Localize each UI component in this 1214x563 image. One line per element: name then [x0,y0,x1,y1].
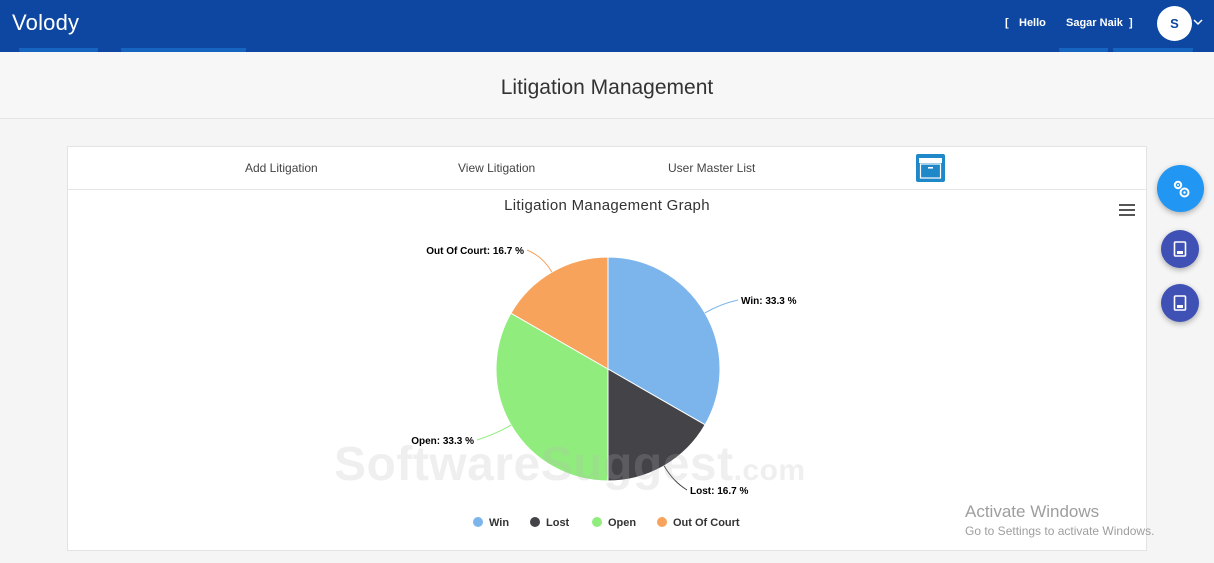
data-label-connector [476,424,512,441]
legend-item-open[interactable]: Open [592,517,636,529]
user-master-list-link[interactable]: User Master List [668,161,756,175]
header-tab-stub [19,48,98,53]
watermark-suffix: .com [733,454,806,487]
legend-label: Out Of Court [673,517,740,529]
main-card: Add Litigation View Litigation User Mast… [67,146,1147,551]
greeting-hello: Hello [1019,17,1046,29]
data-label-win: Win: 33.3 % [741,296,797,307]
activate-windows-subtitle: Go to Settings to activate Windows. [965,524,1155,538]
chart-menu-icon[interactable] [1119,203,1135,217]
archive-icon [919,158,942,179]
brand-logo[interactable]: Volody [12,10,80,35]
activate-windows-notice: Activate Windows Go to Settings to activ… [965,502,1154,538]
settings-fab[interactable] [1157,165,1204,212]
data-label-lost: Lost: 16.7 % [690,486,748,497]
view-litigation-link[interactable]: View Litigation [458,161,536,175]
legend-swatch [473,517,483,527]
pie-slice-open[interactable] [495,312,609,482]
data-label-out-of-court: Out Of Court: 16.7 % [426,246,524,257]
activate-windows-title: Activate Windows [965,502,1100,521]
archive-button[interactable] [916,154,945,182]
data-label-connector [704,299,739,314]
legend-swatch [592,517,602,527]
chevron-down-icon[interactable] [1193,17,1203,27]
legend-label: Lost [546,517,570,529]
title-band [0,52,1214,119]
legend-swatch [530,517,540,527]
data-label-open: Open: 33.3 % [411,436,474,447]
header-tab-stub [1113,48,1193,53]
document-icon [1173,241,1187,257]
top-bar: Volody [ Hello Sagar Naik ] S [0,0,1214,53]
greeting-bracket-close: ] [1129,17,1133,29]
litigation-nav: Add Litigation View Litigation User Mast… [68,147,1146,190]
page-title: Litigation Management [500,76,714,99]
document-fab-1[interactable] [1161,230,1199,268]
data-label-connector [663,465,688,491]
legend-item-win[interactable]: Win [473,517,509,529]
document-fab-2[interactable] [1161,284,1199,322]
add-litigation-link[interactable]: Add Litigation [245,161,318,175]
watermark: SoftwareSuggest.com [334,437,806,492]
user-avatar[interactable]: S [1157,6,1192,41]
gears-icon [1173,180,1189,197]
legend-label: Open [608,517,636,529]
legend-item-lost[interactable]: Lost [530,517,570,529]
chart-title: Litigation Management Graph [504,197,710,214]
legend-item-out-of-court[interactable]: Out Of Court [657,517,740,529]
greeting-bracket-open: [ [1005,17,1009,29]
header-tab-stub [121,48,246,53]
legend-label: Win [489,517,509,529]
pie-slice-win[interactable] [607,256,721,426]
document-icon [1173,295,1187,311]
user-name: Sagar Naik [1066,17,1123,29]
watermark-main: SoftwareSuggest [334,438,734,491]
header-tab-stub [1059,48,1108,53]
pie-chart: Win: 33.3 % Lost: 16.7 % Open: 33.3 % Out O… [411,246,797,529]
data-label-connector [526,249,553,273]
legend-swatch [657,517,667,527]
